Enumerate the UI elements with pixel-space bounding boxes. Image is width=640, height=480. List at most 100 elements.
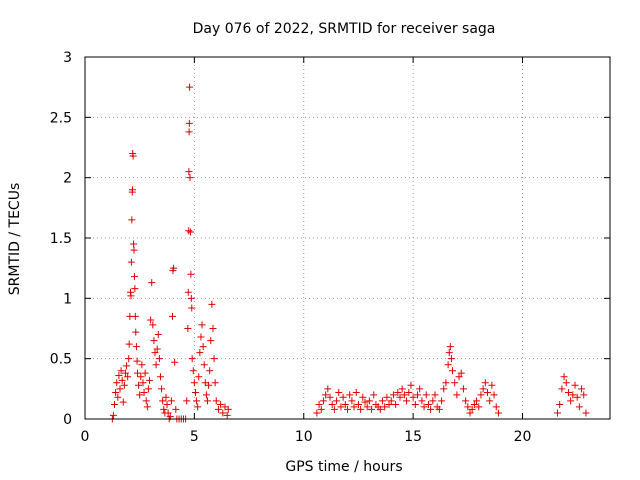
data-point — [379, 397, 386, 405]
data-point — [121, 369, 129, 377]
data-point — [120, 381, 128, 389]
data-point — [398, 385, 406, 393]
data-point — [206, 367, 214, 375]
data-point — [211, 379, 219, 387]
data-point — [580, 391, 588, 399]
data-point — [341, 401, 349, 409]
data-point — [171, 358, 179, 366]
data-point — [153, 345, 161, 353]
data-point — [188, 355, 196, 363]
data-point — [205, 381, 213, 389]
y-tick-label: 1.5 — [50, 231, 72, 247]
data-point — [416, 385, 424, 393]
data-point — [114, 393, 122, 401]
data-point — [172, 405, 180, 413]
data-point — [148, 279, 156, 287]
y-tick-label: 2.5 — [50, 110, 72, 126]
data-point — [131, 312, 139, 320]
data-point — [429, 397, 437, 405]
data-point — [365, 397, 373, 405]
plot-frame — [84, 56, 611, 420]
data-point — [139, 379, 147, 387]
data-point — [376, 405, 384, 413]
data-point — [400, 391, 408, 399]
data-point — [128, 186, 136, 194]
data-point — [350, 403, 358, 411]
data-point — [141, 369, 149, 377]
data-point — [127, 292, 135, 300]
data-point — [111, 401, 119, 409]
data-point — [339, 393, 347, 401]
data-point — [137, 373, 145, 381]
chart-title: Day 076 of 2022, SRMTID for receiver sag… — [193, 21, 496, 37]
data-point — [403, 397, 411, 405]
data-point — [224, 405, 232, 413]
data-point — [453, 391, 461, 399]
data-point — [484, 388, 491, 396]
data-point — [578, 385, 586, 393]
x-tick-label: 10 — [295, 429, 313, 445]
data-point — [492, 403, 500, 411]
data-point — [449, 367, 456, 375]
data-point — [132, 328, 140, 336]
data-point — [198, 321, 206, 329]
data-point — [348, 397, 356, 405]
data-point — [407, 381, 415, 389]
y-tick-label: 0.5 — [50, 352, 72, 368]
data-point — [451, 379, 459, 387]
data-point — [207, 337, 215, 345]
data-point — [464, 403, 472, 411]
data-point — [459, 385, 467, 393]
y-tick-label: 2 — [63, 171, 72, 187]
data-point — [184, 325, 192, 332]
data-point — [569, 391, 577, 399]
data-point — [190, 379, 198, 387]
data-point — [420, 403, 428, 411]
data-point — [142, 397, 150, 405]
data-point — [567, 397, 575, 405]
data-point — [143, 403, 151, 411]
data-point — [326, 393, 334, 401]
data-point — [183, 397, 191, 405]
y-tick-label: 3 — [63, 50, 72, 66]
data-point — [481, 379, 489, 387]
data-point — [335, 388, 343, 396]
data-point — [185, 119, 193, 127]
x-tick-label: 20 — [514, 429, 532, 445]
data-point — [473, 397, 481, 405]
data-point — [185, 168, 193, 176]
data-point — [392, 401, 400, 409]
data-point — [571, 381, 579, 389]
data-point — [344, 405, 351, 413]
data-point — [315, 401, 323, 409]
data-point — [582, 409, 590, 417]
data-point — [405, 388, 413, 396]
data-point — [193, 397, 201, 405]
data-point — [387, 397, 395, 405]
data-point — [199, 343, 207, 351]
data-point — [209, 325, 217, 332]
data-point — [333, 397, 341, 405]
y-axis-label: SRMTID / TECUs — [7, 183, 23, 296]
data-point — [186, 83, 194, 91]
data-point — [411, 401, 419, 409]
x-tick-label: 5 — [190, 429, 199, 445]
data-point — [186, 228, 194, 236]
data-point — [219, 409, 227, 417]
data-point — [167, 397, 175, 405]
data-point — [317, 405, 325, 413]
data-point — [446, 343, 454, 351]
data-point — [468, 405, 476, 413]
data-point — [130, 240, 138, 248]
data-point — [466, 409, 474, 417]
data-point — [196, 349, 204, 357]
data-point — [440, 385, 448, 393]
data-point — [445, 349, 453, 357]
y-tick-label: 0 — [63, 412, 72, 428]
data-point — [396, 393, 404, 401]
data-point — [125, 340, 133, 348]
data-point — [124, 373, 132, 381]
data-point — [162, 393, 170, 401]
data-point — [132, 343, 140, 351]
